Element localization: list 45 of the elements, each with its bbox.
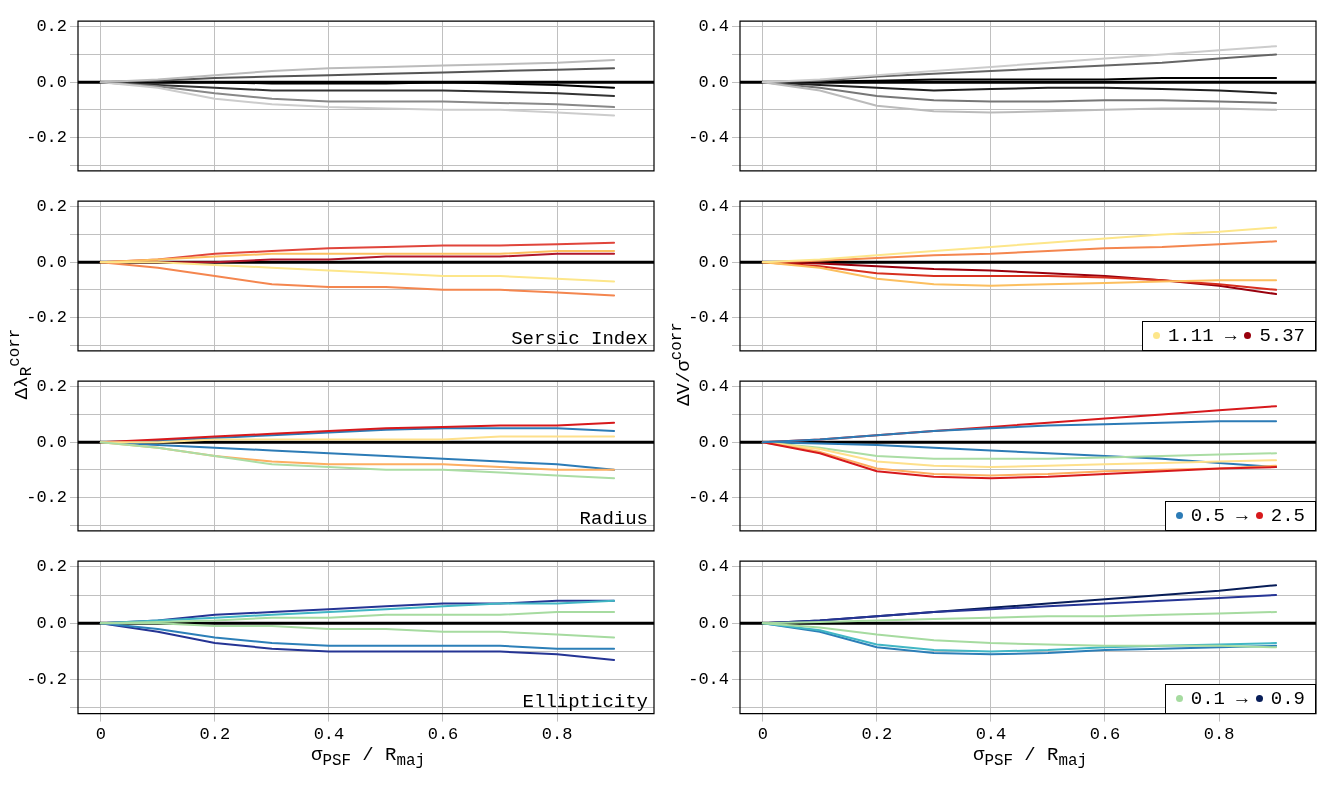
y-tick-label: 0.4 [698,377,729,397]
y-tick-label: 0.4 [698,557,729,577]
y-tick-label: 0.4 [698,197,729,217]
y-tick-label: -0.4 [688,308,729,328]
x-tick-label: 0.2 [199,725,231,745]
y-tick-label: 0.2 [36,377,67,397]
y-tick-label: 0.0 [36,432,67,452]
y-tick-label: -0.4 [688,670,729,690]
x-tick-label: 0.6 [1089,725,1121,745]
x-tick-label: 0.6 [427,725,459,745]
y-tick-label: -0.4 [688,128,729,148]
y-tick-label: 0.0 [36,252,67,272]
y-tick-label: -0.2 [26,128,67,148]
annotation: 0.1 → [1190,687,1248,710]
y-tick-label: 0.2 [36,17,67,37]
y-tick-label: 0.0 [698,613,729,633]
annotation: 0.9 [1270,687,1305,710]
x-tick-label: 0 [95,725,106,745]
y-tick-label: 0.0 [698,72,729,92]
x-tick-label: 0.4 [313,725,345,745]
x-tick-label: 0.4 [975,725,1007,745]
y-tick-label: -0.4 [688,488,729,508]
annotation: Sersic Index [511,328,648,351]
x-axis-title: σ$_{PSF}$ / R$_{maj}$ [972,744,1088,770]
y-tick-label: 0.0 [698,252,729,272]
y-tick-label: 0.0 [36,72,67,92]
x-tick-label: 0.8 [1203,725,1235,745]
y-tick-label: -0.2 [26,488,67,508]
y-tick-label: 0.2 [36,557,67,577]
y-tick-label: -0.2 [26,670,67,690]
y-tick-label: 0.4 [698,17,729,37]
x-axis-title: σ$_{PSF}$ / R$_{maj}$ [310,744,426,770]
annotation: 1.11 → [1167,324,1237,347]
y-tick-label: -0.2 [26,308,67,328]
annotation: 0.5 → [1190,504,1248,527]
x-tick-label: 0.8 [541,725,573,745]
x-tick-label: 0 [757,725,768,745]
annotation: Radius [579,508,648,531]
annotation: Ellipticity [522,691,648,714]
annotation: 2.5 [1270,504,1305,527]
annotation: 5.37 [1259,324,1305,347]
y-tick-label: 0.0 [36,613,67,633]
y-tick-label: 0.0 [698,432,729,452]
y-tick-label: 0.2 [36,197,67,217]
x-tick-label: 0.2 [861,725,893,745]
